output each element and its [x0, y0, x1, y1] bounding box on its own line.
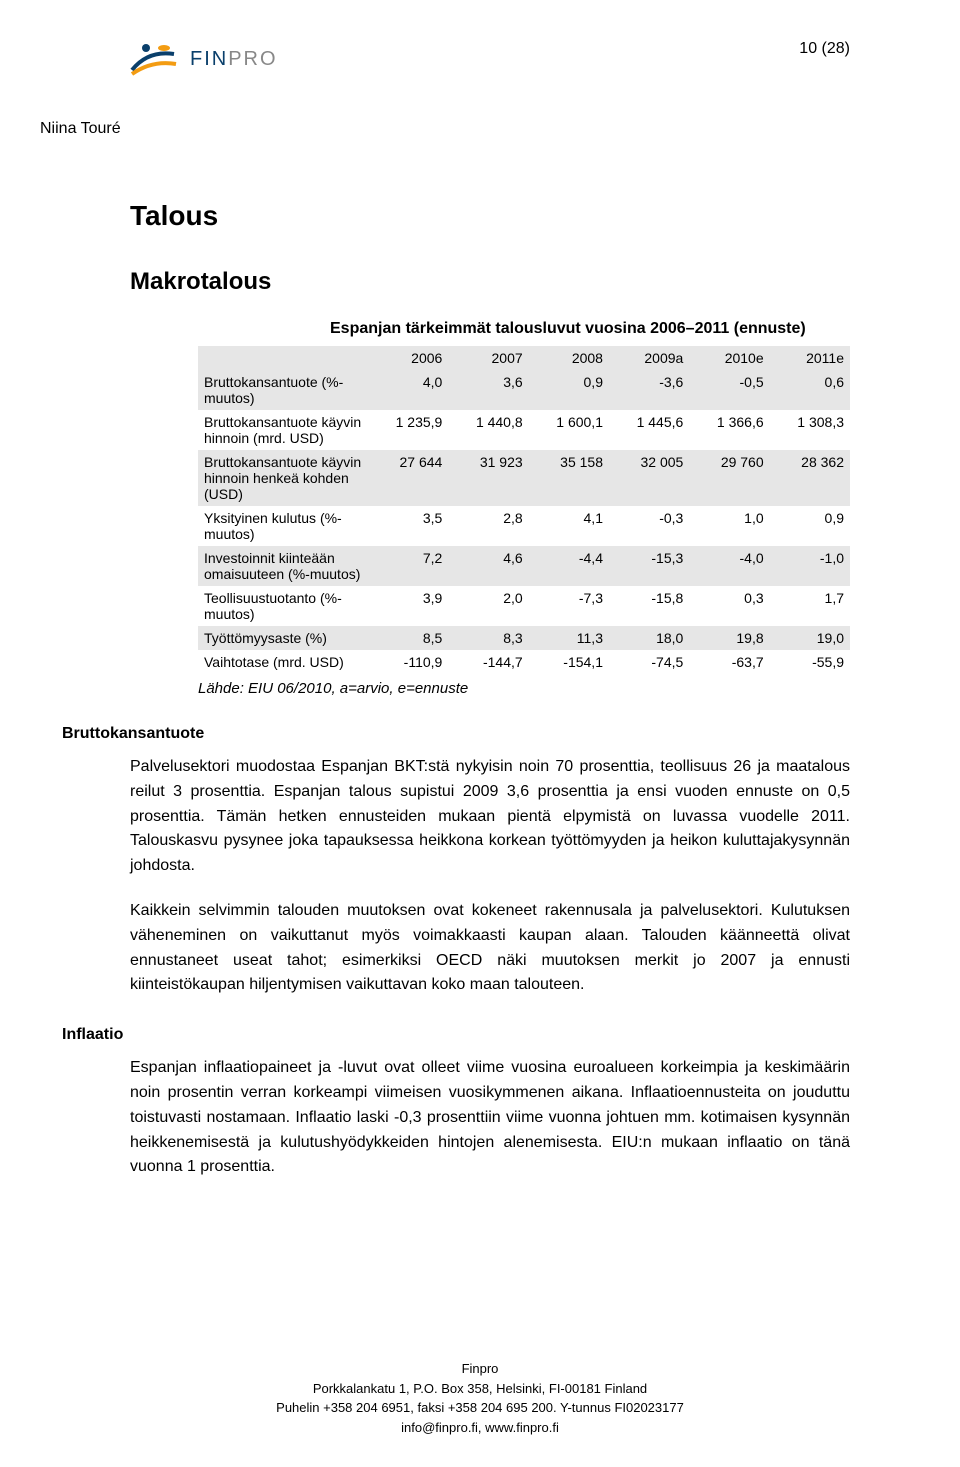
row-label: Teollisuustuotanto (%-muutos) — [198, 586, 368, 626]
page-root: FINPRO 10 (28) Niina Touré Talous Makrot… — [0, 0, 960, 1467]
table-cell: 2,0 — [448, 586, 528, 626]
table-cell: 19,8 — [689, 626, 769, 650]
table-row: Bruttokansantuote käyvin hinnoin (mrd. U… — [198, 410, 850, 450]
table-cell: -1,0 — [770, 546, 850, 586]
table-cell: 3,6 — [448, 370, 528, 410]
table-cell: 1 366,6 — [689, 410, 769, 450]
side-heading-bkt: Bruttokansantuote — [62, 725, 850, 743]
row-label: Investoinnit kiinteään omaisuuteen (%-mu… — [198, 546, 368, 586]
table-cell: -4,0 — [689, 546, 769, 586]
table-cell: -3,6 — [609, 370, 689, 410]
heading-makrotalous: Makrotalous — [130, 268, 850, 296]
table-cell: 1 600,1 — [529, 410, 609, 450]
table-cell: -0,5 — [689, 370, 769, 410]
table-cell: 4,0 — [368, 370, 448, 410]
heading-talous: Talous — [130, 200, 850, 232]
footer-line-2: Porkkalankatu 1, P.O. Box 358, Helsinki,… — [0, 1379, 960, 1399]
table-cell: 19,0 — [770, 626, 850, 650]
row-label: Bruttokansantuote (%-muutos) — [198, 370, 368, 410]
table-cell: -144,7 — [448, 650, 528, 674]
col-2011e: 2011e — [770, 346, 850, 370]
table-wrap: 2006 2007 2008 2009a 2010e 2011e Bruttok… — [198, 346, 850, 674]
col-empty — [198, 346, 368, 370]
table-cell: 7,2 — [368, 546, 448, 586]
table-cell: 1,0 — [689, 506, 769, 546]
table-cell: 2,8 — [448, 506, 528, 546]
table-row: Vaihtotase (mrd. USD)-110,9-144,7-154,1-… — [198, 650, 850, 674]
table-cell: 35 158 — [529, 450, 609, 506]
table-row: Teollisuustuotanto (%-muutos)3,92,0-7,3-… — [198, 586, 850, 626]
author-name: Niina Touré — [40, 120, 121, 138]
footer-line-1: Finpro — [0, 1359, 960, 1379]
row-label: Yksityinen kulutus (%-muutos) — [198, 506, 368, 546]
table-cell: 31 923 — [448, 450, 528, 506]
table-cell: 29 760 — [689, 450, 769, 506]
table-cell: -110,9 — [368, 650, 448, 674]
table-title: Espanjan tärkeimmät talousluvut vuosina … — [330, 320, 850, 338]
table-cell: 0,9 — [529, 370, 609, 410]
table-cell: 1 445,6 — [609, 410, 689, 450]
finpro-logo: FINPRO — [130, 40, 278, 78]
row-label: Työttömyysaste (%) — [198, 626, 368, 650]
table-cell: 8,5 — [368, 626, 448, 650]
row-label: Vaihtotase (mrd. USD) — [198, 650, 368, 674]
table-cell: -55,9 — [770, 650, 850, 674]
table-cell: -4,4 — [529, 546, 609, 586]
table-cell: 32 005 — [609, 450, 689, 506]
table-row: Bruttokansantuote käyvin hinnoin henkeä … — [198, 450, 850, 506]
table-cell: 0,6 — [770, 370, 850, 410]
table-header-row: 2006 2007 2008 2009a 2010e 2011e — [198, 346, 850, 370]
table-body: Bruttokansantuote (%-muutos)4,03,60,9-3,… — [198, 370, 850, 674]
table-cell: 28 362 — [770, 450, 850, 506]
paragraph-1: Palvelusektori muodostaa Espanjan BKT:st… — [130, 755, 850, 879]
table-cell: 4,6 — [448, 546, 528, 586]
table-cell: 1,7 — [770, 586, 850, 626]
col-2010e: 2010e — [689, 346, 769, 370]
row-label: Bruttokansantuote käyvin hinnoin (mrd. U… — [198, 410, 368, 450]
footer-line-3: Puhelin +358 204 6951, faksi +358 204 69… — [0, 1398, 960, 1418]
table-cell: 8,3 — [448, 626, 528, 650]
table-cell: 27 644 — [368, 450, 448, 506]
table-source: Lähde: EIU 06/2010, a=arvio, e=ennuste — [198, 680, 850, 697]
table-cell: 0,3 — [689, 586, 769, 626]
table-cell: -0,3 — [609, 506, 689, 546]
table-cell: 3,9 — [368, 586, 448, 626]
data-table: 2006 2007 2008 2009a 2010e 2011e Bruttok… — [198, 346, 850, 674]
table-row: Yksityinen kulutus (%-muutos)3,52,84,1-0… — [198, 506, 850, 546]
paragraph-2: Kaikkein selvimmin talouden muutoksen ov… — [130, 899, 850, 998]
table-cell: -74,5 — [609, 650, 689, 674]
side-heading-inflaatio: Inflaatio — [62, 1026, 850, 1044]
row-label: Bruttokansantuote käyvin hinnoin henkeä … — [198, 450, 368, 506]
table-cell: -15,3 — [609, 546, 689, 586]
table-cell: 3,5 — [368, 506, 448, 546]
table-cell: 1 440,8 — [448, 410, 528, 450]
col-2009a: 2009a — [609, 346, 689, 370]
header-bar: FINPRO 10 (28) Niina Touré — [130, 40, 850, 110]
logo-text-fin: FIN — [190, 48, 228, 70]
footer-line-4: info@finpro.fi, www.finpro.fi — [0, 1418, 960, 1438]
table-cell: 0,9 — [770, 506, 850, 546]
table-cell: 18,0 — [609, 626, 689, 650]
finpro-logo-icon — [130, 40, 178, 78]
table-row: Investoinnit kiinteään omaisuuteen (%-mu… — [198, 546, 850, 586]
page-footer: Finpro Porkkalankatu 1, P.O. Box 358, He… — [0, 1359, 960, 1437]
table-cell: -154,1 — [529, 650, 609, 674]
col-2007: 2007 — [448, 346, 528, 370]
table-cell: 11,3 — [529, 626, 609, 650]
col-2008: 2008 — [529, 346, 609, 370]
page-number: 10 (28) — [799, 40, 850, 58]
table-cell: -15,8 — [609, 586, 689, 626]
col-2006: 2006 — [368, 346, 448, 370]
table-cell: 4,1 — [529, 506, 609, 546]
table-cell: -7,3 — [529, 586, 609, 626]
table-cell: 1 235,9 — [368, 410, 448, 450]
table-row: Työttömyysaste (%)8,58,311,318,019,819,0 — [198, 626, 850, 650]
table-cell: -63,7 — [689, 650, 769, 674]
table-row: Bruttokansantuote (%-muutos)4,03,60,9-3,… — [198, 370, 850, 410]
table-cell: 1 308,3 — [770, 410, 850, 450]
logo-text: FINPRO — [190, 48, 278, 71]
paragraph-3: Espanjan inflaatiopaineet ja -luvut ovat… — [130, 1056, 850, 1180]
content-area: Talous Makrotalous Espanjan tärkeimmät t… — [130, 200, 850, 1180]
logo-text-pro: PRO — [228, 48, 277, 70]
